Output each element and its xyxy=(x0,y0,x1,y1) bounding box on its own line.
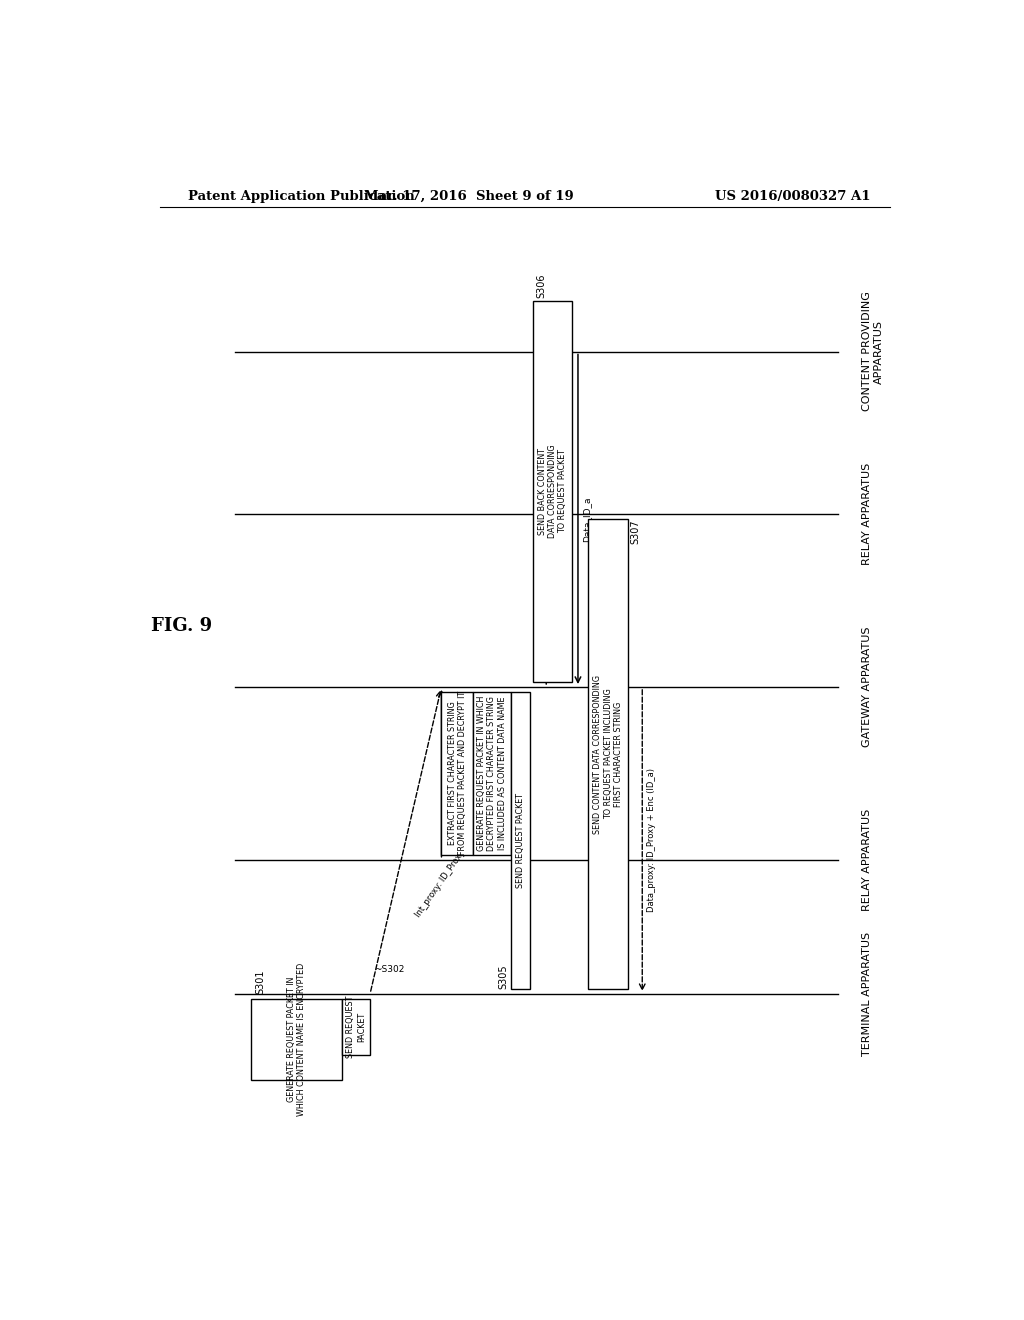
Text: EXTRACT FIRST CHARACTER STRING
FROM REQUEST PACKET AND DECRYPT IT: EXTRACT FIRST CHARACTER STRING FROM REQU… xyxy=(447,692,467,855)
Text: S306: S306 xyxy=(537,273,547,297)
Bar xyxy=(532,301,572,682)
Text: RELAY APPARATUS: RELAY APPARATUS xyxy=(862,463,872,565)
Text: RELAY APPARATUS: RELAY APPARATUS xyxy=(862,809,872,911)
Text: Patent Application Publication: Patent Application Publication xyxy=(187,190,415,202)
Text: S303: S303 xyxy=(475,692,485,717)
Text: SEND REQUEST PACKET: SEND REQUEST PACKET xyxy=(516,793,525,888)
Text: S305: S305 xyxy=(498,964,508,989)
Text: SEND CONTENT DATA CORRESPONDING
TO REQUEST PACKET INCLUDING
FIRST CHARACTER STRI: SEND CONTENT DATA CORRESPONDING TO REQUE… xyxy=(593,675,623,833)
Text: SEND REQUEST
PACKET: SEND REQUEST PACKET xyxy=(346,995,366,1059)
Text: ~S302: ~S302 xyxy=(374,965,404,974)
Text: S307: S307 xyxy=(631,519,640,544)
Text: GENERATE REQUEST PACKET IN
WHICH CONTENT NAME IS ENCRYPTED: GENERATE REQUEST PACKET IN WHICH CONTENT… xyxy=(287,964,306,1117)
Bar xyxy=(473,692,511,854)
Text: S301: S301 xyxy=(255,969,265,994)
Text: Data_proxy: ID_Proxy + Enc (ID_a): Data_proxy: ID_Proxy + Enc (ID_a) xyxy=(647,768,656,912)
Bar xyxy=(251,999,342,1080)
Text: TERMINAL APPARATUS: TERMINAL APPARATUS xyxy=(862,932,872,1056)
Bar xyxy=(441,692,473,854)
Text: GATEWAY APPARATUS: GATEWAY APPARATUS xyxy=(862,627,872,747)
Text: CONTENT PROVIDING
APPARATUS: CONTENT PROVIDING APPARATUS xyxy=(862,292,884,412)
Bar xyxy=(342,999,370,1055)
Text: SEND BACK CONTENT
DATA CORRESPONDING
TO REQUEST PACKET: SEND BACK CONTENT DATA CORRESPONDING TO … xyxy=(538,445,567,539)
Text: FIG. 9: FIG. 9 xyxy=(152,616,213,635)
Bar xyxy=(588,519,628,989)
Text: S304: S304 xyxy=(513,692,523,717)
Text: Mar. 17, 2016  Sheet 9 of 19: Mar. 17, 2016 Sheet 9 of 19 xyxy=(365,190,574,202)
Text: Data_ID_a: Data_ID_a xyxy=(582,496,591,543)
Text: Int_proxy: ID_Proxy + Enc (ID_a): Int_proxy: ID_Proxy + Enc (ID_a) xyxy=(414,803,499,919)
Text: Int_ID_a: Int_ID_a xyxy=(550,582,559,619)
Text: GENERATE REQUEST PACKET IN WHICH
DECRYPTED FIRST CHARACTER STRING
IS INCLUDED AS: GENERATE REQUEST PACKET IN WHICH DECRYPT… xyxy=(477,696,507,851)
Bar xyxy=(511,692,530,989)
Text: US 2016/0080327 A1: US 2016/0080327 A1 xyxy=(715,190,870,202)
